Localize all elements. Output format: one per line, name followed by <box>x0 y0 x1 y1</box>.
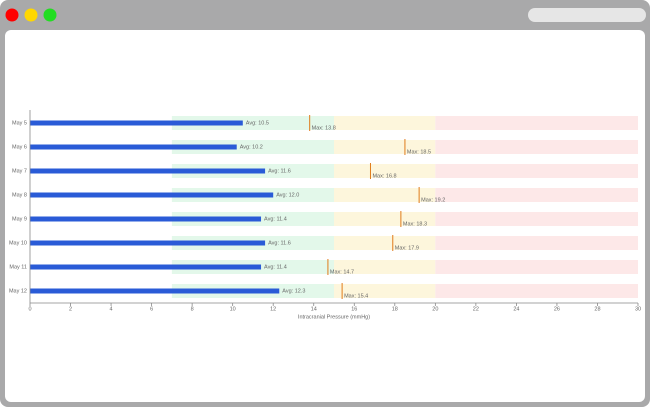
range-band <box>334 236 436 250</box>
range-band <box>435 212 638 226</box>
range-band <box>334 140 436 154</box>
x-tick-label: 2 <box>69 306 72 312</box>
maximize-button[interactable] <box>43 8 57 22</box>
y-tick-label: May 10 <box>9 240 27 246</box>
x-tick-label: 8 <box>191 306 194 312</box>
x-tick-label: 16 <box>351 306 357 312</box>
x-tick-label: 28 <box>594 306 600 312</box>
y-tick-label: May 11 <box>9 264 27 270</box>
y-tick-label: May 6 <box>12 144 27 150</box>
avg-bar <box>30 168 266 174</box>
avg-label: Avg: 11.4 <box>264 264 287 270</box>
max-label: Max: 14.7 <box>330 269 354 275</box>
x-tick-label: 18 <box>392 306 398 312</box>
x-tick-label: 20 <box>432 306 438 312</box>
range-band <box>171 140 334 154</box>
x-tick-label: 26 <box>554 306 560 312</box>
chart: May 5 Avg: 10.5 Max: 13.8 May 6 Avg: 10.2 Max… <box>9 110 641 320</box>
x-tick-label: 10 <box>230 306 236 312</box>
avg-bar <box>30 144 237 150</box>
avg-bar <box>30 264 262 270</box>
range-band <box>435 140 638 154</box>
range-band <box>435 116 638 130</box>
range-band <box>334 188 436 202</box>
x-axis-title: Intracranial Pressure (mmHg) <box>298 314 370 320</box>
avg-label: Avg: 11.6 <box>268 168 291 174</box>
max-label: Max: 15.4 <box>344 293 368 299</box>
max-label: Max: 18.3 <box>403 221 427 227</box>
range-band <box>334 212 436 226</box>
avg-label: Avg: 10.5 <box>246 120 269 126</box>
max-label: Max: 17.9 <box>395 245 419 251</box>
y-tick-label: May 7 <box>12 168 27 174</box>
range-band <box>334 284 436 298</box>
close-button[interactable] <box>5 8 19 22</box>
range-band <box>435 260 638 274</box>
x-tick-label: 30 <box>635 306 641 312</box>
max-label: Max: 13.8 <box>312 125 336 131</box>
x-tick-label: 6 <box>150 306 153 312</box>
max-label: Max: 16.8 <box>372 173 396 179</box>
x-tick-label: 22 <box>473 306 479 312</box>
x-tick-label: 24 <box>513 306 519 312</box>
range-band <box>435 188 638 202</box>
address-bar[interactable] <box>528 8 646 22</box>
max-label: Max: 19.2 <box>421 197 445 203</box>
range-band <box>334 164 436 178</box>
avg-bar <box>30 120 243 126</box>
minimize-button[interactable] <box>24 8 38 22</box>
y-tick-label: May 12 <box>9 288 27 294</box>
range-band <box>171 116 334 130</box>
avg-bar <box>30 240 266 246</box>
range-band <box>334 116 436 130</box>
y-tick-label: May 8 <box>12 192 27 198</box>
range-band <box>435 284 638 298</box>
avg-bar <box>30 216 262 222</box>
y-tick-label: May 5 <box>12 120 27 126</box>
avg-bar <box>30 288 280 294</box>
avg-label: Avg: 11.6 <box>268 240 291 246</box>
avg-label: Avg: 11.4 <box>264 216 287 222</box>
x-tick-label: 0 <box>28 306 31 312</box>
avg-label: Avg: 10.2 <box>240 144 263 150</box>
x-tick-label: 12 <box>270 306 276 312</box>
y-tick-label: May 9 <box>12 216 27 222</box>
x-tick-label: 4 <box>110 306 113 312</box>
max-label: Max: 18.5 <box>407 149 431 155</box>
avg-label: Avg: 12.3 <box>282 288 305 294</box>
range-band <box>435 164 638 178</box>
avg-label: Avg: 12.0 <box>276 192 299 198</box>
x-tick-label: 14 <box>311 306 317 312</box>
range-band <box>334 260 436 274</box>
range-band <box>435 236 638 250</box>
avg-bar <box>30 192 274 198</box>
